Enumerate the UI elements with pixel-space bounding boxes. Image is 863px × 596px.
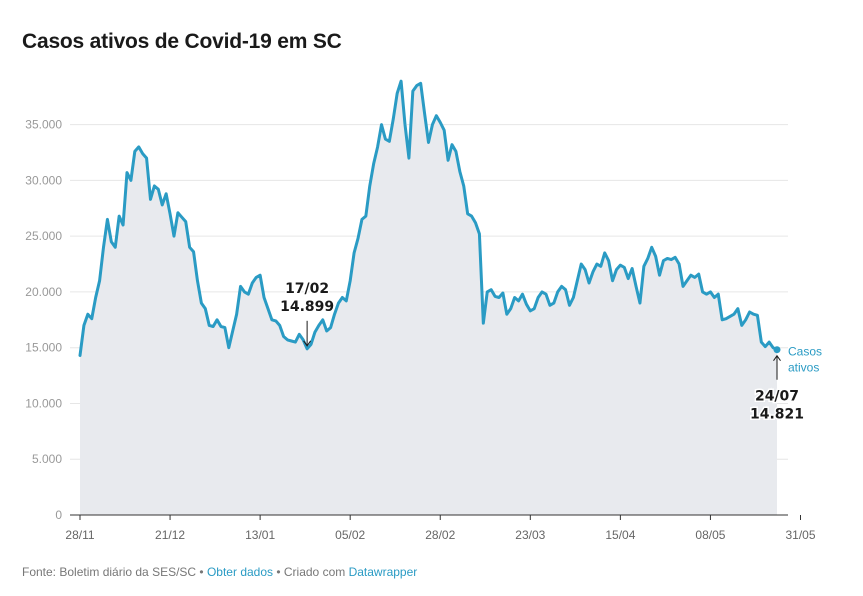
source-text: Fonte: Boletim diário da SES/SC [22,565,197,579]
chart-title: Casos ativos de Covid-19 em SC [22,30,342,53]
datawrapper-link[interactable]: Datawrapper [348,565,418,579]
annotation-date: 17/02 [285,281,329,297]
x-tick-label: 13/01 [245,528,275,542]
y-tick-label: 25.000 [25,229,62,243]
x-tick-label: 08/05 [695,528,725,542]
footer-separator: • Criado com [273,565,349,579]
y-tick-label: 30.000 [25,173,62,187]
x-tick-label: 28/02 [425,528,455,542]
end-point-marker [773,346,781,354]
annotation-date: 24/07 [755,389,799,405]
annotation-value: 14.899 [280,299,334,315]
x-tick-label: 05/02 [335,528,365,542]
series-label: Casos [788,345,822,359]
annotation-17-02: 17/02 14.899 [279,279,336,347]
annotation-arrow-head [773,354,781,361]
get-data-link[interactable]: Obter dados [206,565,274,579]
y-tick-label: 20.000 [25,285,62,299]
x-tick-label: 23/03 [515,528,545,542]
annotation-value: 14.821 [750,407,804,423]
x-tick-label: 28/11 [65,528,94,542]
chart-footer: Fonte: Boletim diário da SES/SC • Obter … [22,565,417,579]
y-tick-label: 15.000 [25,341,62,355]
footer-separator: • [196,565,207,579]
x-axis-ticks: 28/11 21/12 13/01 05/02 28/02 23/03 15/04 08/05… [65,515,816,542]
y-tick-label: 35.000 [25,118,62,132]
x-tick-label: 21/12 [155,528,185,542]
x-tick-label: 31/05 [785,528,815,542]
series-label: ativos [788,361,819,375]
series-area-casos-ativos [80,81,777,516]
area-chart: 0 5.000 10.000 15.000 20.000 25.000 30.000 35.0… [25,79,822,542]
y-tick-label: 5.000 [32,452,62,466]
annotation-24-07: Casos ativos 24/07 14.821 [748,345,822,425]
series-line-casos-ativos [78,79,779,357]
annotation-arrow-head [303,340,312,347]
y-tick-label: 0 [55,508,62,522]
y-tick-label: 10.000 [25,396,62,410]
x-tick-label: 15/04 [605,528,635,542]
